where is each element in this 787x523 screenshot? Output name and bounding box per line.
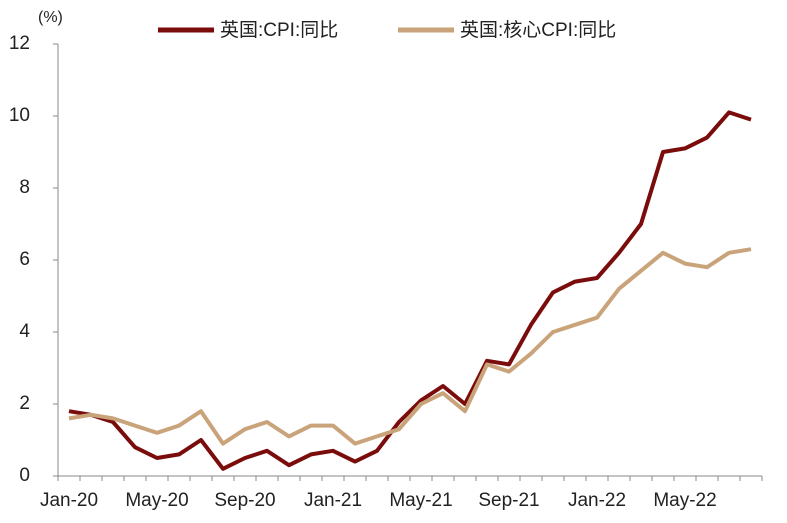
series-line [68, 110, 752, 471]
x-tick-label: Jan-22 [568, 490, 626, 511]
y-tick-label: 8 [19, 177, 30, 198]
x-tick-label: May-22 [653, 490, 716, 511]
y-tick-label: 2 [19, 393, 30, 414]
legend-label: 英国:CPI:同比 [220, 19, 338, 41]
legend-label: 英国:核心CPI:同比 [460, 19, 616, 41]
y-tick-label: 4 [19, 321, 30, 342]
y-tick-label: 10 [9, 105, 30, 126]
x-tick-label: May-21 [389, 490, 452, 511]
series-line [68, 247, 752, 446]
x-tick-label: Sep-21 [478, 490, 539, 511]
x-tick-label: Sep-20 [214, 490, 275, 511]
y-tick-label: 0 [19, 465, 30, 486]
x-tick-label: May-20 [125, 490, 188, 511]
y-tick-label: 6 [19, 249, 30, 270]
x-tick-label: Jan-20 [40, 490, 98, 511]
unit-label: (%) [38, 9, 63, 26]
x-tick-label: Jan-21 [304, 490, 362, 511]
y-tick-label: 12 [9, 33, 30, 54]
